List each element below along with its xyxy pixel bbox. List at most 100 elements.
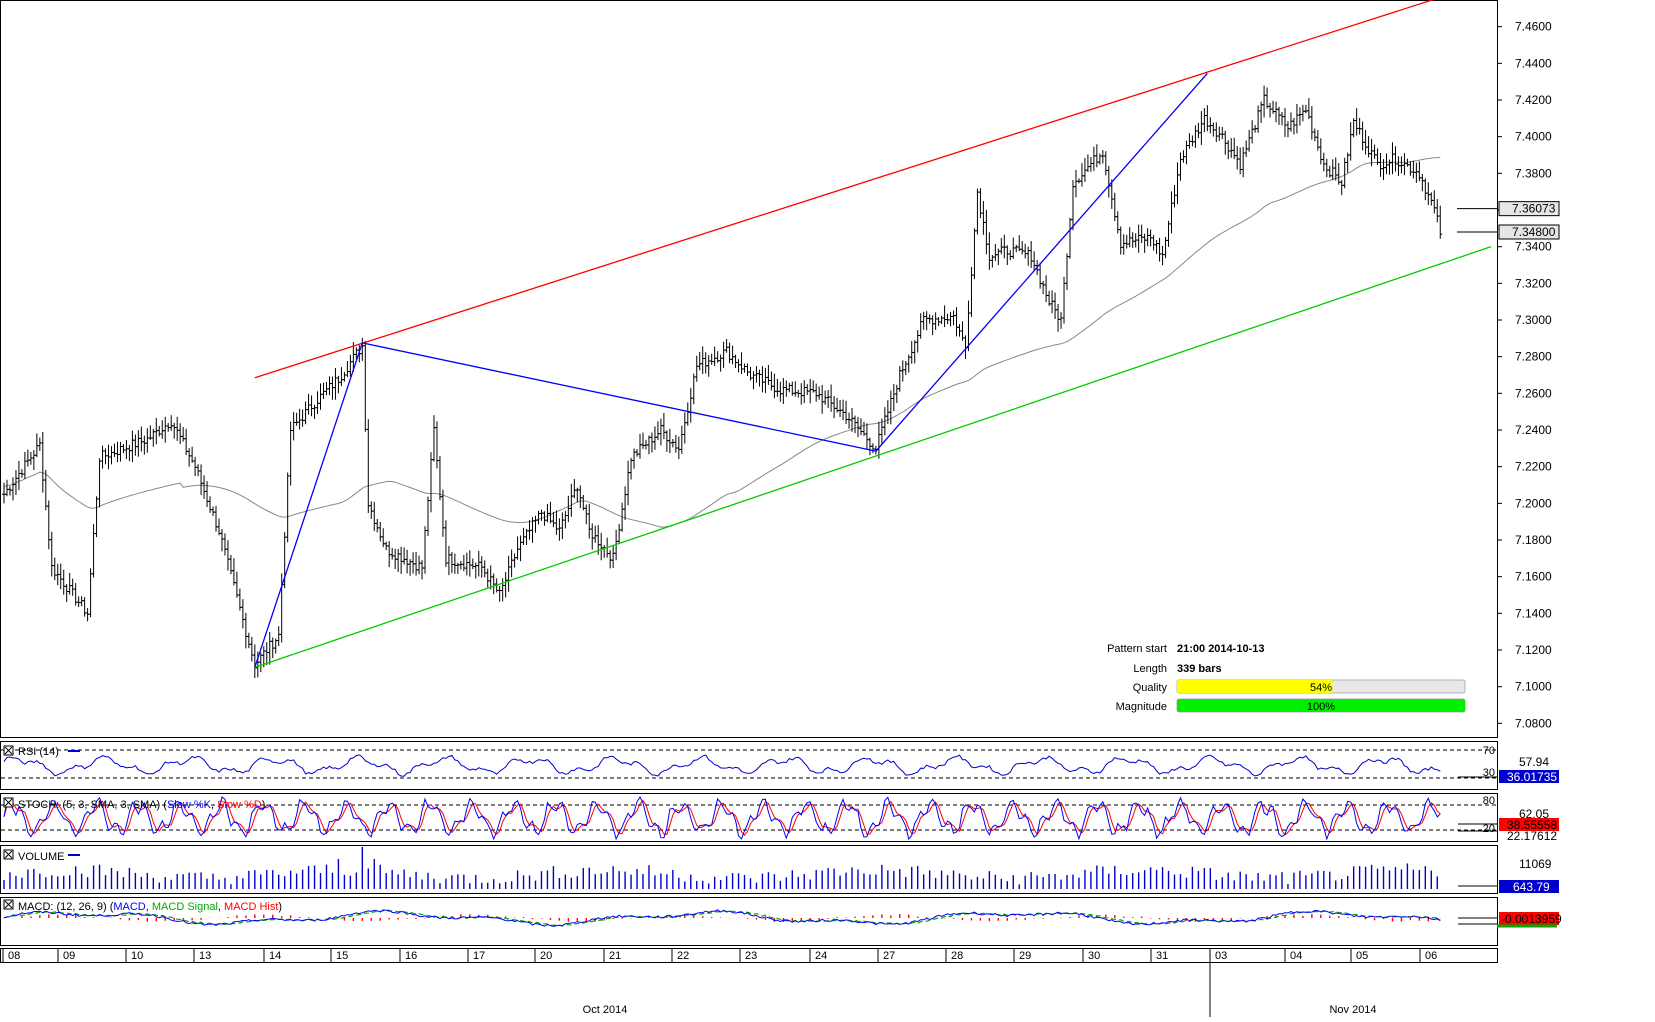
price-bar	[670, 438, 675, 448]
price-bar	[249, 636, 254, 662]
price-bar	[1268, 102, 1273, 118]
macd-panel: MACD: (12, 26, 9) (MACD, MACD Signal, MA…	[3, 899, 1562, 928]
price-bar	[366, 419, 371, 514]
price-bar	[942, 305, 947, 328]
price-bar	[632, 448, 637, 469]
price-bar	[1178, 152, 1183, 181]
price-bar	[617, 523, 622, 545]
rsi-current-value: 36.01735	[1507, 770, 1557, 784]
price-bar	[1378, 152, 1383, 177]
price-bar	[49, 531, 54, 577]
price-bar	[682, 412, 687, 444]
price-bar	[1005, 245, 1010, 266]
price-bar	[688, 387, 693, 423]
price-bar	[1333, 157, 1338, 181]
price-bar	[739, 352, 744, 374]
price-bar	[894, 384, 899, 403]
price-bar	[1169, 191, 1174, 234]
price-bar	[727, 342, 732, 364]
price-bar	[918, 313, 923, 339]
price-bar	[772, 373, 777, 399]
price-bar	[240, 599, 245, 629]
price-bar	[709, 353, 714, 365]
price-bar	[312, 404, 317, 419]
price-bar	[697, 351, 702, 371]
price-bar	[775, 379, 780, 397]
price-bar	[1265, 87, 1270, 109]
stoch-level-label: 80	[1483, 795, 1495, 807]
price-bar	[1097, 153, 1102, 165]
price-bar	[1059, 312, 1064, 329]
price-bar	[969, 266, 974, 317]
price-bar	[844, 400, 849, 425]
macd-line	[3, 909, 1441, 927]
macd-label-sep: ,	[146, 901, 152, 913]
price-bar	[679, 425, 684, 454]
price-bar	[336, 375, 341, 394]
y-tick-label: 7.2400	[1515, 423, 1552, 437]
price-bar	[557, 518, 562, 541]
price-bar	[799, 383, 804, 405]
price-bar	[593, 525, 598, 543]
price-bar	[411, 552, 416, 574]
price-bar	[387, 541, 392, 568]
price-bar	[1053, 292, 1058, 320]
date-tick-label: 27	[883, 950, 895, 962]
price-bar	[1324, 158, 1329, 178]
y-tick-label: 7.1200	[1515, 643, 1552, 657]
price-bar	[506, 555, 511, 592]
price-bar	[542, 511, 547, 526]
price-bar	[399, 546, 404, 574]
date-tick-label: 05	[1356, 950, 1368, 962]
macd-current-value: -0.0013959	[1501, 912, 1562, 926]
price-bar	[157, 425, 162, 437]
price-bar	[225, 540, 230, 571]
price-bar	[139, 426, 144, 452]
price-bar	[533, 515, 538, 533]
price-bar	[1079, 163, 1084, 187]
price-bar	[509, 549, 514, 578]
price-bar	[130, 430, 135, 463]
price-bar	[1235, 146, 1240, 170]
price-bar	[1226, 140, 1231, 160]
price-bar	[288, 421, 293, 486]
price-bar	[169, 415, 174, 431]
price-bar	[1300, 104, 1305, 122]
price-bar	[757, 369, 762, 387]
y-tick-label: 7.4600	[1515, 20, 1552, 34]
date-tick-label: 20	[540, 950, 552, 962]
macd-signal-name: MACD Signal	[152, 901, 218, 913]
stoch-label-end: )	[262, 799, 266, 811]
price-bar	[721, 341, 726, 368]
price-bar	[109, 446, 114, 465]
price-bar	[178, 423, 183, 445]
price-bar	[587, 503, 592, 539]
date-tick-label: 31	[1156, 950, 1168, 962]
volume-label: VOLUME	[18, 851, 64, 863]
price-bar	[847, 412, 852, 429]
price-bar	[231, 558, 236, 586]
price-bar	[1157, 237, 1162, 262]
price-bar	[1020, 241, 1025, 255]
price-bar	[972, 228, 977, 280]
price-bar	[1220, 126, 1225, 140]
price-bar	[500, 578, 505, 602]
price-bar	[640, 432, 645, 449]
price-bar	[760, 366, 765, 393]
price-bar	[623, 486, 628, 520]
price-bar	[700, 346, 705, 375]
price-bar	[199, 464, 204, 495]
y-tick-label: 7.4400	[1515, 56, 1552, 70]
stoch-panel: STOCH: (5, 3, SMA, 3, SMA) (Slow %K, Slo…	[1, 795, 1559, 843]
price-bar	[957, 324, 962, 337]
price-bar	[1175, 162, 1180, 205]
price-bar	[703, 352, 708, 374]
price-bar	[1026, 246, 1031, 266]
date-tick-label: 22	[677, 950, 689, 962]
price-bar	[309, 395, 314, 417]
rsi-panel-frame	[0, 741, 1498, 790]
price-bar	[805, 384, 810, 395]
price-bar	[1229, 138, 1234, 158]
price-bar	[291, 412, 296, 441]
price-bar	[40, 431, 45, 493]
